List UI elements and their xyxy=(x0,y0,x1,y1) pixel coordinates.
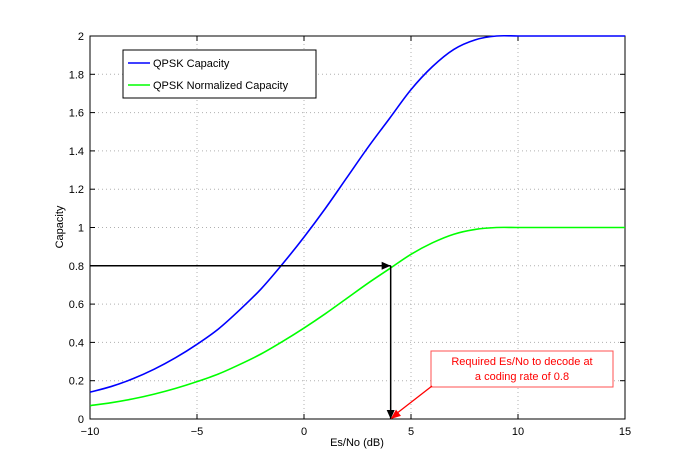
annotation: Required Es/No to decode at a coding rat… xyxy=(390,350,614,419)
annotation-box xyxy=(430,350,614,388)
annotation-line-2: a coding rate of 0.8 xyxy=(475,371,569,383)
y-tick-label: 0.4 xyxy=(69,337,84,349)
series-line-qpsk-normalized-capacity xyxy=(89,226,625,407)
reference-arrowhead xyxy=(386,410,395,419)
y-axis-label: Capacity xyxy=(54,205,66,248)
annotation-arrowhead xyxy=(390,409,401,419)
x-tick-label: 15 xyxy=(619,426,631,438)
legend-box xyxy=(122,49,317,99)
x-tick-labels: −10 −5 0 5 10 15 xyxy=(81,426,631,438)
y-tick-label: 1.4 xyxy=(69,146,84,158)
x-tick-label: 5 xyxy=(408,426,414,438)
x-tick-label: 10 xyxy=(512,426,524,438)
legend-label-qpsk-capacity: QPSK Capacity xyxy=(153,58,230,70)
y-tick-label: 0.6 xyxy=(69,299,84,311)
x-tick-label: −10 xyxy=(81,426,100,438)
y-tick-label: 1.2 xyxy=(69,184,84,196)
legend: QPSK Capacity QPSK Normalized Capacity xyxy=(122,49,317,99)
series-lines xyxy=(89,34,625,407)
y-tick-label: 0.8 xyxy=(69,261,84,273)
y-tick-label: 0.2 xyxy=(69,376,84,388)
y-tick-labels: 0 0.2 0.4 0.6 0.8 1 1.2 1.4 1.6 1.8 2 xyxy=(69,31,84,426)
x-tick-label: −5 xyxy=(191,426,204,438)
legend-label-qpsk-normalized-capacity: QPSK Normalized Capacity xyxy=(153,80,289,92)
reference-arrowhead xyxy=(381,261,391,270)
reference-arrows xyxy=(90,261,395,419)
series-line-qpsk-capacity xyxy=(89,34,625,393)
y-tick-label: 2 xyxy=(78,31,84,43)
annotation-line-1: Required Es/No to decode at xyxy=(451,356,592,368)
x-axis-label: Es/No (dB) xyxy=(330,437,384,449)
y-tick-label: 1.6 xyxy=(69,108,84,120)
x-tick-label: 0 xyxy=(301,426,307,438)
y-tick-label: 1.8 xyxy=(69,69,84,81)
annotation-arrow xyxy=(394,385,433,416)
y-tick-label: 0 xyxy=(78,414,84,426)
y-tick-label: 1 xyxy=(78,223,84,235)
